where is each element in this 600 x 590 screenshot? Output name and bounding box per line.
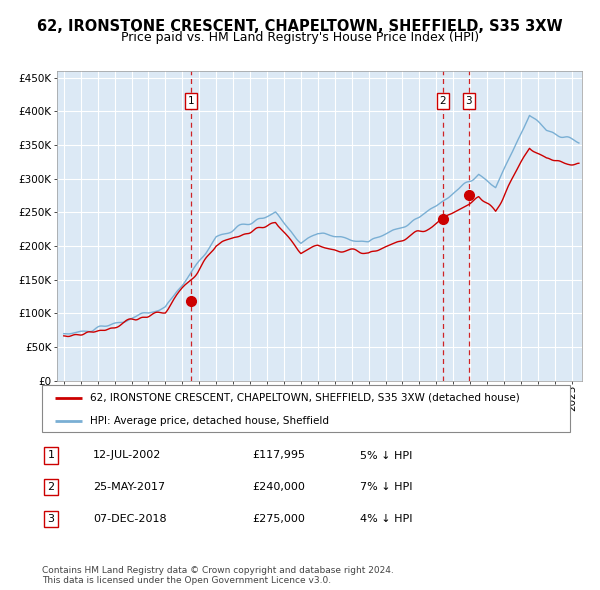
Text: 2: 2 [47,483,55,492]
Text: 5% ↓ HPI: 5% ↓ HPI [360,451,412,460]
Text: Price paid vs. HM Land Registry's House Price Index (HPI): Price paid vs. HM Land Registry's House … [121,31,479,44]
Text: £275,000: £275,000 [252,514,305,524]
Text: 3: 3 [47,514,55,524]
Text: 4% ↓ HPI: 4% ↓ HPI [360,514,413,524]
Text: 3: 3 [466,96,472,106]
Text: 12-JUL-2002: 12-JUL-2002 [93,451,161,460]
Text: 7% ↓ HPI: 7% ↓ HPI [360,483,413,492]
Text: 62, IRONSTONE CRESCENT, CHAPELTOWN, SHEFFIELD, S35 3XW (detached house): 62, IRONSTONE CRESCENT, CHAPELTOWN, SHEF… [89,393,519,403]
Text: HPI: Average price, detached house, Sheffield: HPI: Average price, detached house, Shef… [89,417,329,427]
Text: 25-MAY-2017: 25-MAY-2017 [93,483,165,492]
Text: 2: 2 [439,96,446,106]
Text: £117,995: £117,995 [252,451,305,460]
Text: Contains HM Land Registry data © Crown copyright and database right 2024.
This d: Contains HM Land Registry data © Crown c… [42,566,394,585]
Text: 62, IRONSTONE CRESCENT, CHAPELTOWN, SHEFFIELD, S35 3XW: 62, IRONSTONE CRESCENT, CHAPELTOWN, SHEF… [37,19,563,34]
Text: 1: 1 [47,451,55,460]
Text: 1: 1 [188,96,194,106]
Text: 07-DEC-2018: 07-DEC-2018 [93,514,167,524]
Text: £240,000: £240,000 [252,483,305,492]
